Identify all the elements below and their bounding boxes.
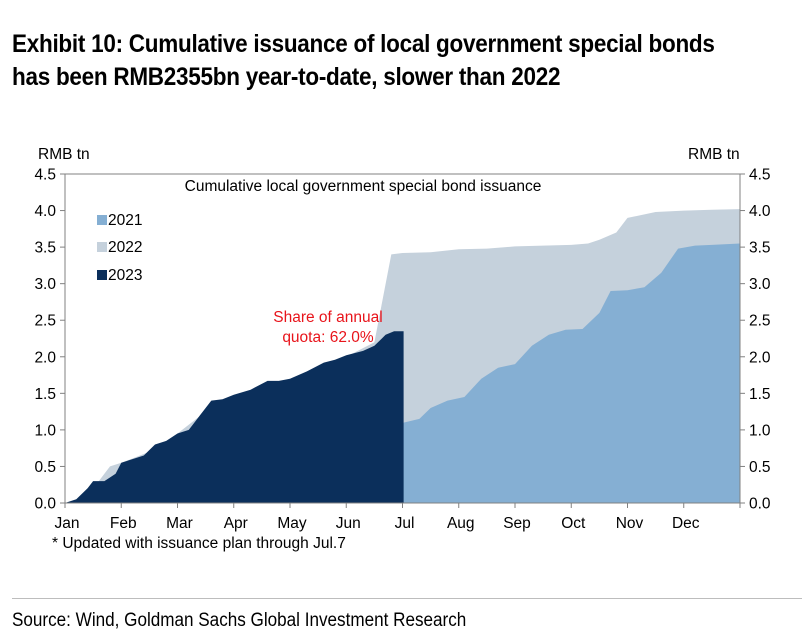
legend-label-2023: 2023: [108, 267, 142, 284]
y-tick-label-left: 1.5: [34, 386, 56, 403]
y-tick-label-right: 2.5: [749, 313, 771, 330]
y-axis-label-right: RMB tn: [688, 146, 740, 163]
y-tick-label-right: 2.0: [749, 349, 771, 366]
y-tick-label-right: 3.5: [749, 240, 771, 257]
y-tick-label-right: 0.5: [749, 459, 771, 476]
y-tick-label-right: 0.0: [749, 496, 771, 513]
area-series-2021: [65, 243, 740, 503]
y-tick-label-left: 2.5: [34, 313, 56, 330]
x-tick-label-aug: Aug: [447, 515, 475, 532]
title-line-1: Exhibit 10: Cumulative issuance of local…: [12, 30, 715, 58]
y-tick-label-right: 3.0: [749, 276, 771, 293]
x-tick-label-feb: Feb: [110, 515, 137, 532]
x-tick-label-jul: Jul: [395, 515, 415, 532]
x-tick-label-nov: Nov: [616, 515, 644, 532]
x-tick-label-jun: Jun: [336, 515, 361, 532]
y-tick-label-left: 2.0: [34, 349, 56, 366]
x-tick-label-sep: Sep: [503, 515, 531, 532]
y-axis-label-left: RMB tn: [38, 146, 90, 163]
y-tick-label-left: 3.0: [34, 276, 56, 293]
legend-swatch-2022: [97, 242, 107, 252]
legend-swatch-2023: [97, 270, 107, 280]
y-tick-label-right: 4.5: [749, 167, 771, 184]
quota-annotation: Share of annual quota: 62.0%: [273, 309, 382, 346]
y-tick-label-left: 4.0: [34, 203, 56, 220]
chart-areas: [65, 209, 740, 503]
y-tick-label-left: 4.5: [34, 167, 56, 184]
chart-axes: 0.0 0.0 0.5 0.5 1.0 1.0 1.5 1.5 2.0 2.0 2.5 2.5 3.0 3…: [34, 167, 770, 533]
legend: 2021 2022 2023: [97, 212, 142, 284]
y-tick-label-left: 0.0: [34, 496, 56, 513]
area-series-2023: [65, 331, 404, 503]
x-tick-label-jan: Jan: [55, 515, 80, 532]
y-tick-label-left: 0.5: [34, 459, 56, 476]
y-tick-label-right: 1.0: [749, 422, 771, 439]
y-tick-label-left: 3.5: [34, 240, 56, 257]
x-tick-label-apr: Apr: [224, 515, 248, 532]
legend-label-2021: 2021: [108, 212, 142, 229]
x-tick-label-mar: Mar: [166, 515, 193, 532]
footnote: * Updated with issuance plan through Jul…: [52, 535, 346, 552]
y-tick-label-right: 1.5: [749, 386, 771, 403]
y-tick-label-left: 1.0: [34, 422, 56, 439]
chart-title: Cumulative local government special bond…: [185, 178, 542, 195]
issuance-chart: 0.0 0.0 0.5 0.5 1.0 1.0 1.5 1.5 2.0 2.0 2.5 2.5 3.0 3…: [34, 146, 770, 552]
source-note: Source: Wind, Goldman Sachs Global Inves…: [12, 610, 467, 631]
annotation-line-1: Share of annual: [273, 309, 382, 326]
legend-swatch-2021: [97, 215, 107, 225]
exhibit-title: Exhibit 10: Cumulative issuance of local…: [12, 28, 723, 94]
x-tick-label-dec: Dec: [672, 515, 700, 532]
divider: [12, 598, 802, 599]
annotation-line-2: quota: 62.0%: [282, 329, 374, 346]
x-tick-label-oct: Oct: [561, 515, 586, 532]
legend-label-2022: 2022: [108, 239, 142, 256]
x-tick-label-may: May: [277, 515, 307, 532]
y-tick-label-right: 4.0: [749, 203, 771, 220]
title-line-2: has been RMB2355bn year-to-date, slower …: [12, 63, 561, 91]
